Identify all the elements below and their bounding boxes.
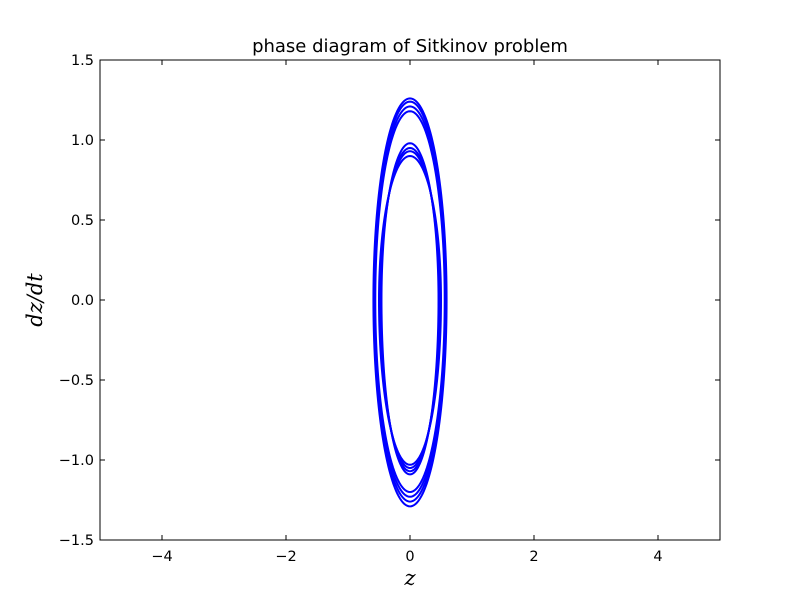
y-tick-label: 0.0 (71, 293, 94, 309)
chart-title: phase diagram of Sitkinov problem (252, 36, 568, 57)
x-tick-label: −2 (275, 549, 296, 565)
orbit-loop-5 (374, 110, 446, 494)
x-axis: −4 −2 0 2 4 (151, 60, 663, 565)
y-tick-label: −0.5 (59, 373, 94, 389)
y-tick-label: 1.0 (71, 133, 94, 149)
orbit-loop-4 (380, 142, 440, 476)
orbit-loop-8 (372, 97, 448, 508)
y-tick-label: 0.5 (71, 213, 94, 229)
orbit-loop-6 (373, 105, 447, 498)
x-tick-label: 0 (405, 549, 414, 565)
x-axis-label: z (403, 566, 416, 590)
x-tick-label: 4 (653, 549, 662, 565)
plot-area (372, 97, 448, 508)
x-tick-label: 2 (529, 549, 538, 565)
y-tick-label: 1.5 (71, 53, 94, 69)
orbit-loop-7 (373, 100, 447, 503)
y-tick-label: −1.5 (59, 533, 94, 549)
y-axis: −1.5 −1.0 −0.5 0.0 0.5 1.0 1.5 (59, 53, 720, 549)
y-tick-label: −1.0 (59, 453, 94, 469)
y-axis-label: dz/dt (23, 273, 47, 327)
x-tick-label: −4 (151, 549, 172, 565)
